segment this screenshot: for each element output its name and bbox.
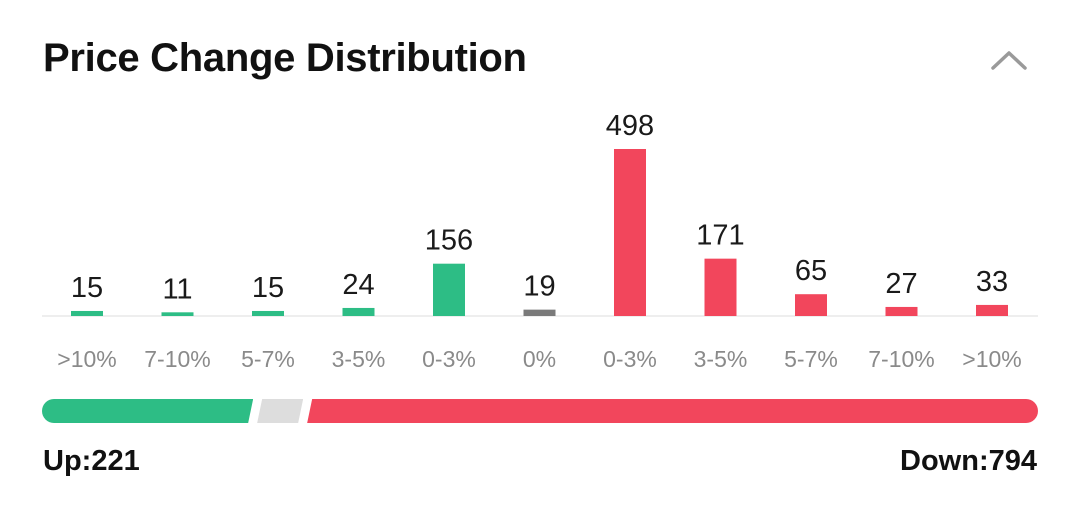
- bar-value-label: 15: [71, 272, 103, 304]
- bars-layer: 15 >10% 11 7-10% 15 5-7% 24 3-5% 156 0-3% 19 0% 498 0…: [57, 110, 1021, 372]
- collapse-button[interactable]: [986, 40, 1032, 80]
- chart-title: Price Change Distribution: [43, 36, 527, 80]
- distribution-chart: 15 >10% 11 7-10% 15 5-7% 24 3-5% 156 0-3% 19 0% 498 0…: [42, 110, 1038, 372]
- bar-down-6: [614, 149, 646, 316]
- down-segment: [307, 399, 1038, 423]
- bar-up-1: [161, 312, 194, 316]
- bar-down-7: [704, 258, 737, 316]
- flat-segment: [257, 399, 303, 423]
- up-segment: [42, 399, 253, 423]
- category-label: 7-10%: [144, 346, 210, 372]
- bar-up-4: [433, 263, 465, 316]
- category-label: 5-7%: [241, 346, 295, 372]
- up-down-ratio-bar: [42, 399, 1038, 423]
- bar-down-8: [795, 294, 827, 316]
- chevron-up-icon: [991, 51, 1027, 70]
- bar-value-label: 33: [976, 266, 1008, 298]
- bar-value-label: 171: [696, 220, 744, 252]
- bar-value-label: 65: [795, 255, 827, 287]
- up-count-label: Up:221: [43, 445, 140, 477]
- bar-up-0: [71, 310, 103, 316]
- bar-value-label: 24: [342, 269, 374, 301]
- bar-value-label: 27: [885, 268, 917, 300]
- category-label: >10%: [57, 346, 116, 372]
- bar-down-10: [976, 304, 1008, 316]
- category-label: 7-10%: [868, 346, 934, 372]
- bar-up-2: [252, 310, 284, 316]
- category-label: 3-5%: [694, 346, 748, 372]
- bar-value-label: 11: [162, 273, 192, 305]
- bar-flat-5: [523, 309, 556, 316]
- bar-value-label: 19: [523, 271, 555, 303]
- category-label: >10%: [962, 346, 1021, 372]
- category-label: 0-3%: [603, 346, 657, 372]
- bar-value-label: 156: [425, 225, 473, 257]
- category-label: 0-3%: [422, 346, 476, 372]
- category-label: 3-5%: [332, 346, 386, 372]
- bar-value-label: 15: [252, 272, 284, 304]
- bar-value-label: 498: [606, 110, 654, 142]
- category-label: 0%: [523, 346, 556, 372]
- bar-down-9: [885, 306, 918, 316]
- down-count-label: Down:794: [900, 445, 1037, 477]
- bar-up-3: [342, 307, 375, 316]
- category-label: 5-7%: [784, 346, 838, 372]
